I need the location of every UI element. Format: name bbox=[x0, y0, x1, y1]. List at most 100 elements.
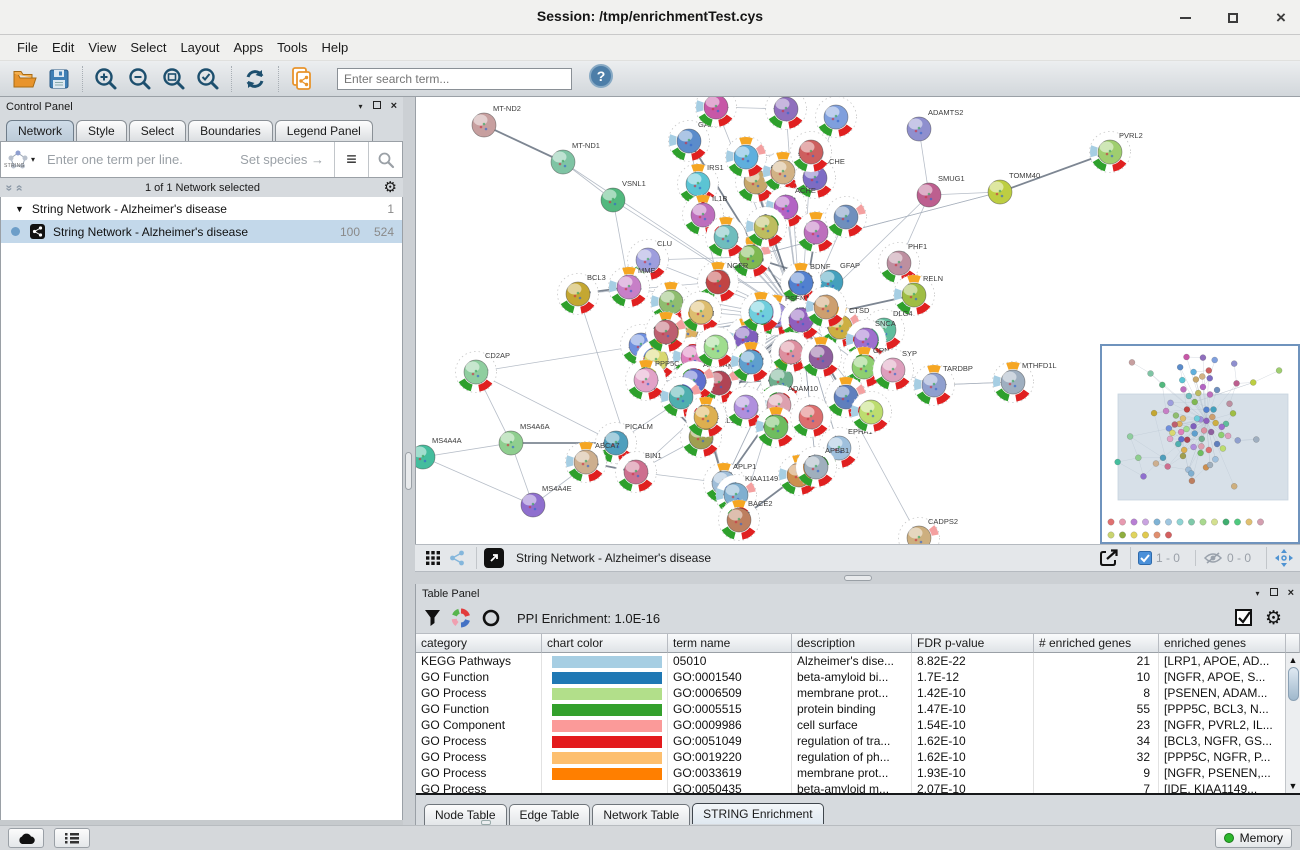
selected-checkbox-icon[interactable] bbox=[1137, 551, 1152, 566]
column-header-FDRp-value[interactable]: FDR p-value bbox=[912, 633, 1034, 653]
node-APOE[interactable]: APOE bbox=[730, 236, 781, 278]
column-header-category[interactable]: category bbox=[416, 633, 542, 653]
node-unlabeled[interactable] bbox=[680, 291, 722, 333]
export-network-button[interactable] bbox=[1095, 543, 1123, 573]
panel-menu-icon[interactable]: ▾ bbox=[358, 101, 363, 111]
node-unlabeled[interactable] bbox=[800, 336, 842, 378]
control-panel-hscrollbar[interactable] bbox=[0, 820, 491, 825]
panel-close-icon[interactable]: × bbox=[390, 100, 397, 112]
select-all-checkbox-icon[interactable] bbox=[1234, 609, 1253, 627]
table-row[interactable]: GO Process GO:0033619 membrane prot... 1.93… bbox=[416, 765, 1300, 781]
node-unlabeled[interactable] bbox=[740, 291, 782, 333]
zoom-out-button[interactable] bbox=[123, 64, 157, 94]
node-MT-ND2[interactable]: MT-ND2 bbox=[471, 104, 521, 138]
network-graph[interactable]: MT-ND2MT-ND1VSNL1GAB2IRS1CHATABCA1BCHEIL… bbox=[416, 97, 1300, 545]
help-button[interactable]: ? bbox=[588, 63, 614, 94]
menu-help[interactable]: Help bbox=[321, 40, 349, 55]
node-PPP5C[interactable]: PPP5C bbox=[625, 359, 681, 401]
node-unlabeled[interactable] bbox=[805, 286, 847, 328]
tab-style[interactable]: Style bbox=[76, 120, 127, 141]
task-history-button[interactable] bbox=[54, 828, 90, 848]
donut-chart-icon[interactable] bbox=[451, 608, 471, 628]
node-unlabeled[interactable] bbox=[730, 341, 772, 383]
node-PVRL2[interactable]: PVRL2 bbox=[1089, 131, 1143, 173]
open-in-new-button[interactable] bbox=[484, 548, 504, 569]
tab-network[interactable]: Network bbox=[6, 120, 75, 141]
node-unlabeled[interactable] bbox=[645, 311, 687, 353]
birds-eye-view[interactable] bbox=[1100, 344, 1300, 545]
node-unlabeled[interactable] bbox=[705, 216, 747, 258]
column-header-description[interactable]: description bbox=[792, 633, 912, 653]
tab-node-table[interactable]: Node Table bbox=[424, 804, 507, 825]
string-view-button[interactable] bbox=[445, 543, 469, 573]
tab-string-enrichment[interactable]: STRING Enrichment bbox=[692, 803, 824, 824]
set-species-link[interactable]: Set species → bbox=[240, 152, 324, 167]
minimize-button[interactable] bbox=[1174, 7, 1196, 29]
menu-select[interactable]: Select bbox=[130, 40, 167, 55]
node-unlabeled[interactable] bbox=[815, 97, 857, 138]
table-row[interactable]: GO Process GO:0019220 regulation of ph... 1… bbox=[416, 749, 1300, 765]
column-header-chartcolor[interactable]: chart color bbox=[542, 633, 668, 653]
node-unlabeled[interactable] bbox=[725, 136, 767, 178]
panel-splitter-vertical[interactable] bbox=[403, 97, 415, 825]
clone-network-button[interactable] bbox=[285, 64, 319, 94]
menu-file[interactable]: File bbox=[17, 40, 38, 55]
node-unlabeled[interactable] bbox=[685, 396, 727, 438]
filter-icon[interactable] bbox=[424, 609, 441, 627]
memory-button[interactable]: Memory bbox=[1214, 828, 1292, 848]
node-MS4A4A[interactable]: MS4A4A bbox=[416, 436, 462, 470]
node-unlabeled[interactable] bbox=[765, 97, 807, 130]
node-unlabeled[interactable] bbox=[850, 391, 892, 433]
zoom-selected-button[interactable] bbox=[191, 64, 225, 94]
tab-legend-panel[interactable]: Legend Panel bbox=[274, 120, 373, 141]
menu-tools[interactable]: Tools bbox=[277, 40, 308, 55]
open-session-button[interactable] bbox=[8, 64, 42, 94]
table-panel-close-icon[interactable]: × bbox=[1287, 587, 1294, 599]
column-header-enrichedgenes[interactable]: enriched genes bbox=[1159, 633, 1286, 653]
node-RELN[interactable]: RELN bbox=[893, 274, 944, 316]
panel-float-icon[interactable] bbox=[372, 101, 381, 112]
network-row-selected[interactable]: String Network - Alzheimer's disease 100… bbox=[1, 220, 402, 243]
grid-view-button[interactable] bbox=[421, 543, 445, 573]
node-BCL3[interactable]: BCL3 bbox=[557, 273, 606, 315]
string-search-button[interactable] bbox=[368, 142, 402, 177]
table-panel-menu-icon[interactable]: ▾ bbox=[1255, 588, 1260, 598]
node-unlabeled[interactable] bbox=[825, 376, 867, 418]
node-MS4A6A[interactable]: MS4A6A bbox=[498, 422, 550, 456]
table-row[interactable]: GO Process GO:0050435 beta-amyloid m... 2.0… bbox=[416, 781, 1300, 793]
table-row[interactable]: GO Process GO:0051049 regulation of tra...… bbox=[416, 733, 1300, 749]
column-header-termname[interactable]: term name bbox=[668, 633, 792, 653]
node-MT-ND1[interactable]: MT-ND1 bbox=[550, 141, 600, 175]
node-unlabeled[interactable] bbox=[755, 406, 797, 448]
node-TOMM40[interactable]: TOMM40 bbox=[987, 171, 1040, 205]
node-CD2AP[interactable]: CD2AP bbox=[455, 351, 511, 393]
table-row[interactable]: KEGG Pathways 05010 Alzheimer's dise... 8.8… bbox=[416, 653, 1300, 669]
menu-apps[interactable]: Apps bbox=[233, 40, 264, 55]
menu-layout[interactable]: Layout bbox=[180, 40, 220, 55]
node-APBB1[interactable]: APBB1 bbox=[795, 446, 850, 488]
scroll-down-icon[interactable]: ▼ bbox=[1288, 781, 1298, 791]
network-canvas[interactable]: MT-ND2MT-ND1VSNL1GAB2IRS1CHATABCA1BCHEIL… bbox=[415, 97, 1300, 545]
table-panel-float-icon[interactable] bbox=[1269, 588, 1278, 599]
node-SYP[interactable]: SYP bbox=[872, 349, 918, 391]
menu-view[interactable]: View bbox=[88, 40, 117, 55]
network-collection-row[interactable]: ▼ String Network - Alzheimer's disease 1 bbox=[15, 201, 394, 216]
menu-edit[interactable]: Edit bbox=[51, 40, 75, 55]
string-query-input[interactable]: Enter one term per line. bbox=[47, 152, 183, 167]
node-CADPS2[interactable]: CADPS2 bbox=[898, 517, 959, 545]
expand-all-icon[interactable]: » bbox=[11, 184, 26, 191]
string-logo-dropdown[interactable]: STRING ▾ bbox=[1, 149, 41, 171]
scroll-up-icon[interactable]: ▲ bbox=[1288, 655, 1298, 665]
node-ADAMTS2[interactable]: ADAMTS2 bbox=[906, 108, 963, 142]
node-PHF1[interactable]: PHF1 bbox=[878, 242, 928, 284]
refresh-network-button[interactable] bbox=[238, 64, 272, 94]
tab-edge-table[interactable]: Edge Table bbox=[508, 804, 591, 825]
save-session-button[interactable] bbox=[42, 64, 76, 94]
search-input[interactable] bbox=[337, 67, 572, 90]
node-BACE2[interactable]: BACE2 bbox=[718, 499, 773, 541]
maximize-button[interactable] bbox=[1222, 7, 1244, 29]
node-unlabeled[interactable] bbox=[790, 396, 832, 438]
scrollbar-thumb[interactable] bbox=[1287, 667, 1299, 701]
node-MS4A4E[interactable]: MS4A4E bbox=[520, 484, 572, 518]
node-unlabeled[interactable] bbox=[695, 326, 737, 368]
